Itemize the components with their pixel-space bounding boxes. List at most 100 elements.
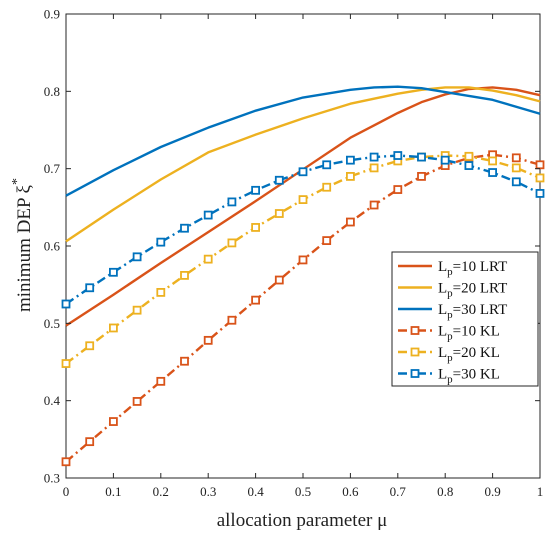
series-3 — [65, 85, 541, 197]
data-point-marker — [488, 168, 498, 177]
data-point-marker — [251, 185, 261, 195]
data-point-marker — [345, 155, 355, 165]
data-point-marker — [180, 270, 189, 280]
data-point-marker — [511, 177, 521, 187]
data-point-marker — [322, 160, 332, 170]
y-tick-label: 0.8 — [44, 84, 60, 99]
data-point-marker — [511, 153, 521, 163]
plot-area-box — [65, 13, 541, 479]
x-tick-label: 0 — [63, 484, 70, 499]
legend-entry: Lp=30 KL — [398, 367, 500, 386]
x-tick-label: 0.7 — [390, 484, 407, 499]
y-axis-ticks: 0.3 0.4 0.5 0.6 0.7 0.8 0.9 — [44, 7, 540, 486]
data-point-marker — [61, 457, 71, 467]
data-point-marker — [180, 356, 189, 366]
y-axis-label: minimum DEP ξ* — [10, 178, 35, 312]
series-2 — [65, 86, 541, 243]
legend-entry: Lp=20 LRT — [398, 281, 507, 300]
data-point-marker — [132, 305, 142, 315]
data-point-marker — [345, 171, 355, 181]
data-point-marker — [85, 283, 95, 293]
data-point-marker — [227, 238, 237, 248]
x-tick-label: 0.2 — [153, 484, 169, 499]
data-point-marker — [203, 210, 213, 220]
legend-entry: Lp=30 LRT — [398, 302, 507, 321]
data-point-marker — [156, 237, 166, 247]
data-point-marker — [203, 335, 213, 345]
data-point-marker — [274, 209, 284, 218]
data-point-marker — [417, 171, 426, 181]
y-tick-label: 0.4 — [44, 393, 61, 408]
data-point-marker — [109, 323, 118, 333]
series-6 — [61, 151, 545, 309]
data-point-marker — [203, 254, 213, 264]
y-axis-label-superscript: * — [10, 178, 25, 185]
legend-label: Lp=20 KL — [438, 345, 500, 364]
data-point-marker — [535, 160, 545, 170]
data-point-marker — [61, 359, 71, 368]
legend-marker-sample — [410, 347, 420, 357]
legend-entry: Lp=10 KL — [398, 324, 500, 343]
x-tick-label: 0.6 — [342, 484, 359, 499]
data-point-marker — [298, 255, 308, 265]
y-tick-label: 0.9 — [44, 7, 60, 22]
series-line — [65, 86, 541, 243]
legend-label: Lp=10 LRT — [438, 259, 507, 278]
legend: Lp=10 LRT Lp=20 LRT Lp=30 LRT Lp=10 KL Lp=20… — [391, 251, 539, 387]
data-point-marker — [132, 397, 142, 406]
legend-entry: Lp=10 LRT — [398, 259, 507, 278]
data-point-marker — [132, 252, 142, 262]
legend-box — [391, 251, 539, 387]
legend-label: Lp=30 KL — [438, 367, 500, 386]
data-point-marker — [393, 151, 403, 160]
data-point-marker — [369, 163, 379, 173]
data-point-marker — [180, 223, 189, 233]
data-point-marker — [61, 299, 71, 309]
y-tick-label: 0.7 — [44, 161, 61, 176]
x-tick-label: 0.5 — [295, 484, 311, 499]
data-point-marker — [440, 155, 450, 165]
legend-marker-sample — [410, 369, 420, 378]
x-tick-label: 0.3 — [200, 484, 216, 499]
y-tick-label: 0.6 — [44, 239, 61, 254]
x-tick-label: 1 — [537, 484, 544, 499]
legend-label: Lp=20 LRT — [438, 281, 507, 300]
y-tick-label: 0.3 — [44, 471, 60, 486]
x-tick-label: 0.1 — [105, 484, 121, 499]
data-point-marker — [156, 376, 166, 386]
data-point-marker — [251, 295, 261, 305]
data-point-marker — [464, 151, 474, 161]
data-point-marker — [322, 236, 332, 245]
series-line — [65, 85, 541, 197]
data-point-marker — [322, 182, 332, 192]
legend-label: Lp=30 LRT — [438, 302, 507, 321]
plot-frame — [65, 13, 541, 479]
data-point-marker — [535, 173, 545, 183]
data-point-marker — [85, 341, 95, 351]
y-tick-label: 0.5 — [44, 316, 60, 331]
series-line — [65, 86, 541, 327]
legend-label: Lp=10 KL — [438, 324, 500, 343]
data-point-marker — [369, 200, 379, 210]
data-point-marker — [251, 223, 261, 232]
data-point-marker — [156, 287, 166, 297]
x-axis-label: allocation parameter μ — [217, 510, 388, 531]
data-point-marker — [109, 417, 118, 426]
data-point-marker — [227, 197, 237, 207]
data-point-marker — [488, 156, 498, 166]
data-point-marker — [417, 152, 426, 162]
data-point-marker — [535, 189, 545, 198]
data-point-marker — [464, 161, 474, 170]
data-point-marker — [345, 217, 355, 227]
data-point-marker — [85, 437, 95, 447]
legend-entry: Lp=20 KL — [398, 345, 500, 364]
data-point-marker — [274, 275, 284, 285]
data-point-marker — [298, 167, 308, 177]
y-axis-label-text: minimum DEP ξ — [14, 184, 35, 312]
x-axis-ticks: 0 0.1 0.2 0.3 0.4 0.5 0.6 0.7 0.8 0.9 1 — [63, 14, 544, 499]
data-point-marker — [298, 195, 308, 205]
data-point-marker — [511, 163, 521, 173]
x-tick-label: 0.8 — [437, 484, 453, 499]
series-1 — [65, 86, 541, 327]
